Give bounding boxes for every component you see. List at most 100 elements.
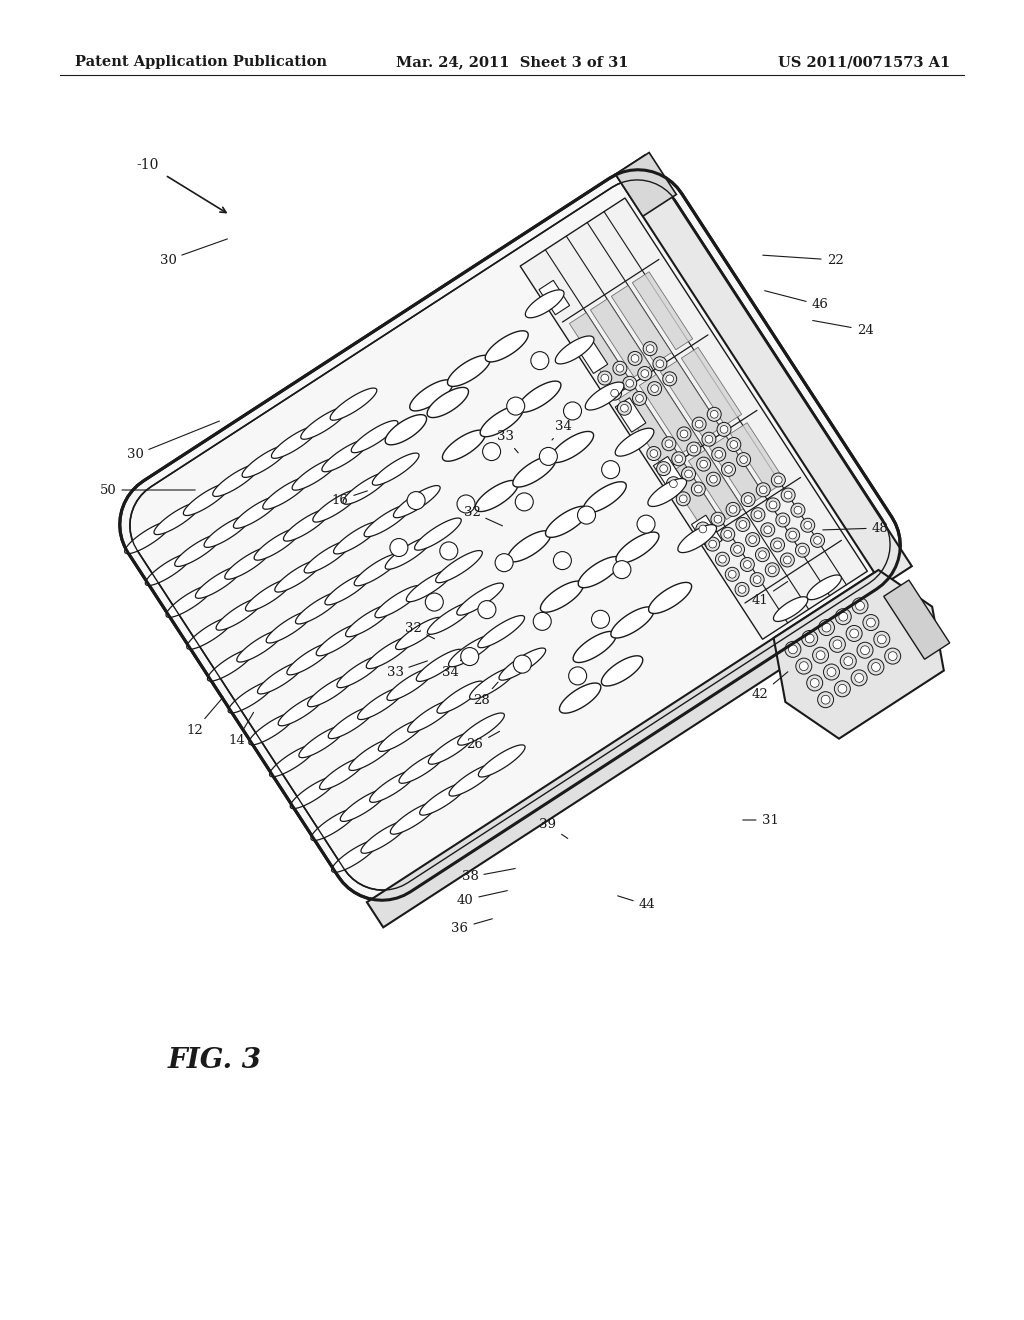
- Circle shape: [646, 345, 654, 352]
- Circle shape: [785, 642, 801, 657]
- Polygon shape: [246, 579, 292, 611]
- Polygon shape: [807, 576, 842, 599]
- Text: 32: 32: [464, 506, 503, 525]
- Polygon shape: [367, 636, 413, 669]
- Polygon shape: [242, 445, 289, 478]
- Circle shape: [796, 659, 812, 675]
- Circle shape: [838, 684, 847, 693]
- Circle shape: [613, 561, 631, 578]
- Circle shape: [706, 537, 720, 550]
- Circle shape: [651, 384, 658, 392]
- Polygon shape: [427, 387, 469, 417]
- Circle shape: [390, 539, 408, 557]
- Polygon shape: [773, 597, 808, 622]
- Circle shape: [641, 370, 648, 378]
- Polygon shape: [449, 764, 496, 796]
- Polygon shape: [415, 517, 461, 550]
- Polygon shape: [354, 553, 401, 586]
- Circle shape: [563, 401, 582, 420]
- Circle shape: [717, 422, 731, 437]
- Text: 42: 42: [752, 672, 787, 701]
- Polygon shape: [615, 532, 659, 564]
- Circle shape: [873, 631, 890, 647]
- Circle shape: [771, 473, 785, 487]
- Circle shape: [736, 453, 751, 466]
- Circle shape: [515, 492, 534, 511]
- Circle shape: [776, 513, 790, 527]
- Circle shape: [631, 355, 639, 362]
- Circle shape: [706, 436, 713, 444]
- Circle shape: [656, 360, 664, 367]
- Circle shape: [817, 692, 834, 708]
- Polygon shape: [390, 803, 437, 834]
- Circle shape: [677, 426, 691, 441]
- Polygon shape: [257, 661, 304, 694]
- Circle shape: [804, 521, 812, 529]
- Circle shape: [408, 491, 425, 510]
- Circle shape: [679, 495, 687, 503]
- Circle shape: [461, 648, 478, 665]
- Text: 26: 26: [467, 731, 500, 751]
- Polygon shape: [204, 515, 251, 548]
- Polygon shape: [678, 524, 717, 553]
- Circle shape: [726, 503, 740, 516]
- Text: Patent Application Publication: Patent Application Publication: [75, 55, 327, 69]
- Circle shape: [823, 664, 840, 680]
- Circle shape: [666, 375, 674, 383]
- Polygon shape: [499, 648, 546, 680]
- Polygon shape: [774, 570, 944, 739]
- Text: FIG. 3: FIG. 3: [168, 1047, 262, 1073]
- Polygon shape: [367, 573, 891, 928]
- Circle shape: [770, 537, 784, 552]
- Circle shape: [851, 669, 867, 686]
- Polygon shape: [417, 649, 463, 681]
- Text: 48: 48: [822, 521, 889, 535]
- Circle shape: [745, 532, 760, 546]
- Circle shape: [665, 440, 673, 447]
- Circle shape: [602, 461, 620, 479]
- Circle shape: [878, 635, 886, 644]
- Circle shape: [794, 507, 802, 513]
- Polygon shape: [408, 700, 455, 733]
- Polygon shape: [584, 482, 627, 513]
- Polygon shape: [399, 751, 445, 783]
- Polygon shape: [254, 528, 301, 560]
- Polygon shape: [349, 738, 395, 771]
- Polygon shape: [357, 688, 404, 719]
- Polygon shape: [615, 397, 646, 432]
- Polygon shape: [442, 430, 485, 461]
- Polygon shape: [578, 339, 608, 374]
- Text: 12: 12: [186, 697, 223, 737]
- Polygon shape: [569, 313, 630, 391]
- Circle shape: [727, 437, 740, 451]
- Polygon shape: [370, 770, 417, 803]
- Polygon shape: [345, 605, 392, 636]
- Polygon shape: [216, 598, 263, 630]
- Circle shape: [796, 543, 809, 557]
- Polygon shape: [166, 585, 213, 618]
- Polygon shape: [373, 453, 419, 486]
- Polygon shape: [329, 706, 375, 739]
- Polygon shape: [186, 618, 233, 649]
- Circle shape: [637, 515, 655, 533]
- Text: 16: 16: [332, 491, 368, 507]
- Circle shape: [707, 473, 721, 486]
- Circle shape: [821, 696, 830, 704]
- Polygon shape: [266, 611, 313, 643]
- Circle shape: [846, 626, 862, 642]
- Polygon shape: [559, 682, 601, 713]
- Circle shape: [439, 543, 458, 560]
- Circle shape: [740, 557, 755, 572]
- Circle shape: [696, 457, 711, 471]
- Circle shape: [735, 582, 750, 597]
- Polygon shape: [555, 337, 594, 364]
- Circle shape: [659, 465, 668, 473]
- Polygon shape: [387, 668, 433, 701]
- Text: US 2011/0071573 A1: US 2011/0071573 A1: [778, 55, 950, 69]
- Circle shape: [756, 548, 769, 562]
- Polygon shape: [296, 591, 342, 624]
- Polygon shape: [375, 586, 422, 618]
- Polygon shape: [183, 483, 230, 516]
- Circle shape: [610, 389, 618, 397]
- Circle shape: [850, 630, 858, 638]
